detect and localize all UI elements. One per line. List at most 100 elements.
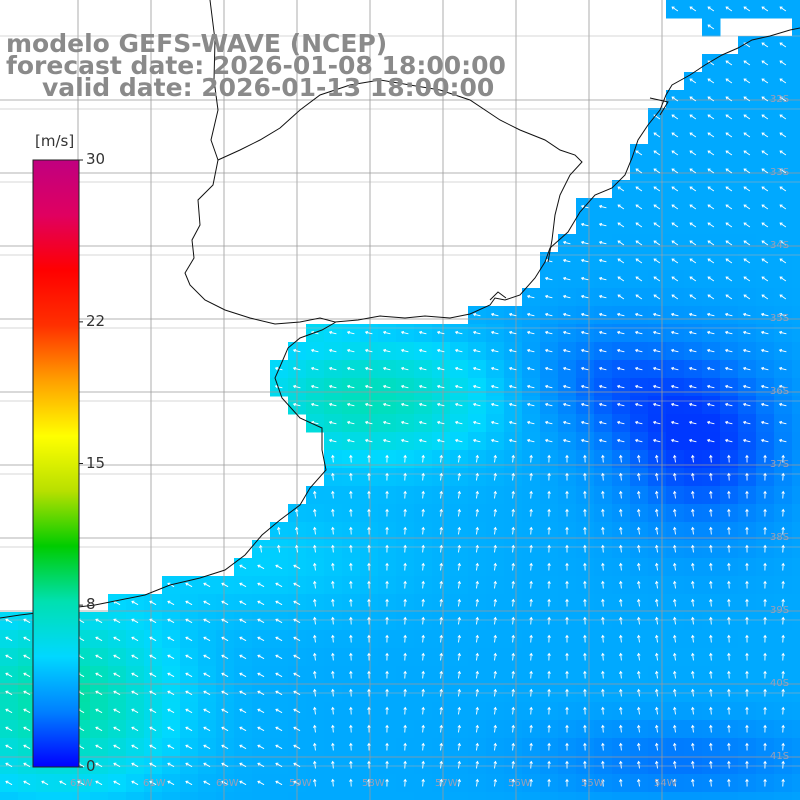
field-cell <box>774 792 793 800</box>
wind-arrow <box>203 600 211 606</box>
wind-arrow <box>418 366 427 371</box>
field-cell <box>198 792 217 800</box>
wind-arrow <box>619 652 623 661</box>
wind-arrow <box>688 420 697 425</box>
wind-arrow <box>617 276 625 282</box>
wind-arrow <box>367 490 371 499</box>
wind-arrow <box>439 742 443 751</box>
wind-arrow <box>490 438 499 443</box>
wind-arrow <box>727 634 731 643</box>
wind-arrow <box>619 616 623 625</box>
wind-arrow <box>457 472 462 481</box>
wind-arrow <box>779 78 787 84</box>
wind-arrow <box>239 708 247 714</box>
wind-arrow <box>403 688 407 697</box>
wind-arrow <box>367 472 371 481</box>
wind-arrow <box>709 652 713 661</box>
wind-arrow <box>526 366 535 371</box>
wind-arrow <box>672 490 677 499</box>
wind-arrow <box>724 366 733 371</box>
wind-arrow <box>313 562 317 571</box>
longitude-label: 62W <box>70 778 93 789</box>
wind-arrow <box>619 688 623 697</box>
wind-arrow <box>616 402 625 407</box>
wind-arrow <box>403 706 407 715</box>
wind-arrow <box>763 526 767 535</box>
wind-arrow <box>601 580 605 589</box>
wind-arrow <box>580 276 589 281</box>
wind-arrow <box>457 760 462 769</box>
wind-arrow <box>547 742 551 751</box>
wind-arrow <box>349 616 353 625</box>
wind-arrow <box>331 508 335 517</box>
wind-arrow <box>490 384 499 389</box>
wind-arrow <box>475 688 480 697</box>
wind-arrow <box>313 742 317 751</box>
wind-arrow <box>672 706 677 715</box>
colorbar-tick-label: 30 <box>86 150 106 168</box>
wind-arrow <box>421 670 425 679</box>
field-cell <box>648 792 667 800</box>
wind-arrow <box>349 490 353 499</box>
wind-arrow <box>400 420 409 425</box>
wind-arrow <box>635 294 643 300</box>
wind-arrow <box>724 348 733 353</box>
wind-arrow <box>743 204 751 210</box>
wind-arrow <box>77 780 85 786</box>
wind-arrow <box>636 760 641 769</box>
wind-arrow <box>707 132 715 138</box>
wind-arrow <box>367 706 371 715</box>
wind-arrow <box>203 636 211 642</box>
wind-arrow <box>403 598 407 607</box>
wind-arrow <box>493 472 497 481</box>
field-cell <box>324 792 343 800</box>
wind-arrow <box>652 438 661 443</box>
wind-arrow <box>689 96 697 102</box>
wind-arrow <box>185 654 193 660</box>
wind-arrow <box>547 760 551 769</box>
field-cell <box>36 792 55 800</box>
wind-arrow <box>688 348 697 353</box>
field-cell <box>792 756 800 775</box>
field-cell <box>792 792 800 800</box>
field-cell <box>576 792 595 800</box>
wind-arrow <box>400 438 409 443</box>
wind-arrow <box>508 312 517 317</box>
wind-arrow <box>403 652 407 661</box>
wind-arrow <box>707 168 715 174</box>
wind-arrow <box>727 688 731 697</box>
wind-arrow <box>707 276 715 282</box>
wind-arrow <box>598 276 607 281</box>
wind-arrow <box>475 634 480 643</box>
wind-arrow <box>293 690 301 696</box>
wind-arrow <box>781 598 785 607</box>
wind-arrow <box>385 706 389 715</box>
wind-arrow <box>652 384 661 389</box>
wind-arrow <box>778 402 787 407</box>
wind-arrow <box>385 472 389 481</box>
wind-arrow <box>475 580 480 589</box>
wind-arrow <box>707 96 715 102</box>
wind-arrow <box>636 652 641 661</box>
wind-arrow <box>672 760 677 769</box>
wind-arrow <box>544 348 553 353</box>
wind-arrow <box>346 330 355 335</box>
wind-arrow <box>580 330 589 335</box>
colorbar <box>32 159 83 768</box>
wind-arrow <box>742 384 751 389</box>
wind-arrow <box>529 616 533 625</box>
wind-arrow <box>131 654 139 660</box>
wind-arrow <box>617 258 625 264</box>
wind-arrow <box>760 438 769 443</box>
wind-arrow <box>653 132 661 138</box>
field-cell <box>126 792 145 800</box>
field-cell <box>396 792 415 800</box>
wind-arrow <box>619 634 623 643</box>
wind-arrow <box>763 598 767 607</box>
wind-arrow <box>149 672 157 678</box>
wind-arrow <box>761 60 769 66</box>
wind-arrow <box>745 598 749 607</box>
wind-arrow <box>511 598 515 607</box>
field-cell <box>792 558 800 577</box>
